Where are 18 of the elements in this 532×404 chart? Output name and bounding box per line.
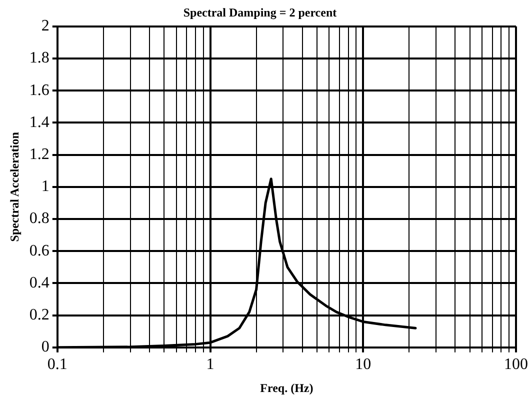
chart-title: Spectral Damping = 2 percent	[183, 5, 337, 20]
y-tick-label: 0.8	[29, 210, 50, 228]
y-tick-label: 2	[41, 18, 50, 35]
x-tick-label: 10	[355, 356, 372, 374]
y-tick-label: 1.6	[29, 82, 50, 99]
y-tick-label: 0.6	[29, 242, 50, 260]
y-tick-label: 0.2	[29, 306, 50, 324]
y-tick-label: 1.8	[29, 50, 50, 67]
y-axis-title: Spectral Acceleration	[7, 132, 22, 242]
y-tick-label: 0.4	[29, 274, 50, 292]
y-tick-label: 1	[41, 178, 50, 196]
x-tick-label: 100	[504, 356, 528, 374]
x-tick-label: 1	[206, 356, 214, 374]
x-axis-title: Freq. (Hz)	[260, 380, 314, 395]
y-tick-label: 0	[41, 338, 50, 356]
y-tick-label: 1.2	[29, 146, 50, 164]
y-tick-label: 1.4	[29, 114, 50, 131]
x-tick-label: 0.1	[47, 356, 68, 374]
